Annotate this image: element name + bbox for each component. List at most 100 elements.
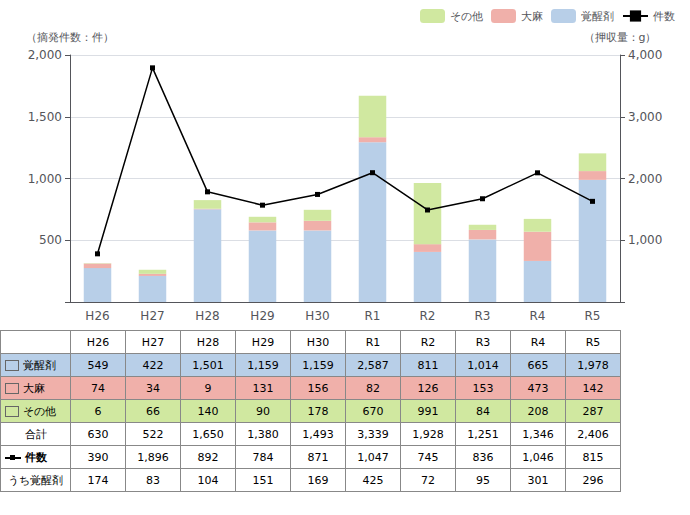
svg-text:R5: R5 — [585, 309, 601, 323]
html-text:296: 296 — [582, 473, 604, 487]
html-text:815: 815 — [582, 450, 604, 464]
html-text:72: 72 — [421, 473, 435, 487]
html-text:153: 153 — [472, 381, 494, 395]
svg-text:大麻: 大麻 — [521, 10, 543, 23]
html-text:82: 82 — [366, 381, 380, 395]
svg-text:R2: R2 — [420, 309, 436, 323]
svg-text:H30: H30 — [305, 309, 329, 323]
html-text:うち覚醒剤: うち覚醒剤 — [8, 473, 63, 487]
html-text:6: 6 — [94, 404, 102, 418]
html-text:1,159: 1,159 — [302, 358, 334, 372]
html-text:208: 208 — [527, 404, 549, 418]
html-text:425: 425 — [362, 473, 384, 487]
html-text:R3: R3 — [475, 335, 491, 349]
html-text:1,380: 1,380 — [247, 427, 279, 441]
html-text:745: 745 — [417, 450, 439, 464]
html-text:422: 422 — [142, 358, 164, 372]
html-text:合計: 合計 — [24, 427, 47, 441]
html-text:1,928: 1,928 — [412, 427, 444, 441]
html-text:74: 74 — [91, 381, 105, 395]
html-text:34: 34 — [146, 381, 160, 395]
svg-text:500: 500 — [39, 233, 62, 247]
html-text:大麻: 大麻 — [23, 381, 45, 395]
html-text:1,159: 1,159 — [247, 358, 279, 372]
svg-text:H27: H27 — [140, 309, 164, 323]
html-text:1,493: 1,493 — [302, 427, 334, 441]
svg-text:件数: 件数 — [653, 10, 675, 23]
html-text:2,587: 2,587 — [357, 358, 389, 372]
html-text:H30: H30 — [306, 335, 330, 349]
html-text:95: 95 — [476, 473, 490, 487]
html-text:156: 156 — [307, 381, 329, 395]
html-text:301: 301 — [527, 473, 549, 487]
html-text:169: 169 — [307, 473, 329, 487]
svg-text:4,000: 4,000 — [628, 48, 662, 62]
html-text:126: 126 — [417, 381, 439, 395]
html-text:90: 90 — [256, 404, 270, 418]
html-text:H26: H26 — [86, 335, 110, 349]
html-text:R1: R1 — [365, 335, 381, 349]
html-text:549: 549 — [87, 358, 109, 372]
html-text:2,406: 2,406 — [577, 427, 609, 441]
svg-text:2,000: 2,000 — [628, 172, 662, 186]
svg-text:1,500: 1,500 — [28, 110, 62, 124]
html-text:104: 104 — [197, 473, 219, 487]
html-text:670: 670 — [362, 404, 384, 418]
html-text:784: 784 — [252, 450, 274, 464]
svg-text:H28: H28 — [195, 309, 219, 323]
html-text:473: 473 — [527, 381, 549, 395]
svg-text:（摘発件数：件）: （摘発件数：件） — [26, 31, 114, 44]
svg-text:（押収量：g）: （押収量：g） — [584, 31, 657, 44]
html-text:66: 66 — [146, 404, 160, 418]
html-text:84: 84 — [476, 404, 490, 418]
svg-text:2,000: 2,000 — [28, 48, 62, 62]
html-text:140: 140 — [197, 404, 219, 418]
html-text:H29: H29 — [251, 335, 275, 349]
html-text:1,014: 1,014 — [467, 358, 499, 372]
svg-text:R1: R1 — [365, 309, 381, 323]
svg-text:1,000: 1,000 — [628, 233, 662, 247]
svg-text:覚醒剤: 覚醒剤 — [581, 10, 614, 23]
svg-text:H29: H29 — [250, 309, 274, 323]
html-text:630: 630 — [87, 427, 109, 441]
html-text:287: 287 — [582, 404, 604, 418]
html-text:1,501: 1,501 — [192, 358, 224, 372]
html-text:1,047: 1,047 — [357, 450, 389, 464]
html-text:178: 178 — [307, 404, 329, 418]
html-text:R2: R2 — [420, 335, 436, 349]
svg-text:R3: R3 — [475, 309, 491, 323]
html-text:390: 390 — [87, 450, 109, 464]
html-text:1,650: 1,650 — [192, 427, 224, 441]
html-text:R5: R5 — [585, 335, 601, 349]
html-text:83: 83 — [146, 473, 160, 487]
svg-text:H26: H26 — [85, 309, 109, 323]
html-text:H27: H27 — [141, 335, 165, 349]
html-text:892: 892 — [197, 450, 219, 464]
svg-text:R4: R4 — [530, 309, 546, 323]
html-text:871: 871 — [307, 450, 329, 464]
html-text:1,978: 1,978 — [577, 358, 609, 372]
html-text:3,339: 3,339 — [357, 427, 389, 441]
svg-text:その他: その他 — [450, 10, 483, 23]
html-text:991: 991 — [417, 404, 439, 418]
html-text:H28: H28 — [196, 335, 220, 349]
html-text:131: 131 — [252, 381, 274, 395]
html-text:その他: その他 — [23, 404, 56, 418]
html-text:覚醒剤: 覚醒剤 — [23, 358, 56, 372]
html-text:836: 836 — [472, 450, 494, 464]
html-text:件数: 件数 — [25, 450, 47, 464]
html-text:9: 9 — [204, 381, 212, 395]
html-text:1,046: 1,046 — [522, 450, 554, 464]
html-text:151: 151 — [252, 473, 274, 487]
html-text:1,896: 1,896 — [137, 450, 169, 464]
html-text:R4: R4 — [530, 335, 546, 349]
html-text:142: 142 — [582, 381, 604, 395]
html-text:1,251: 1,251 — [467, 427, 499, 441]
html-text:522: 522 — [142, 427, 164, 441]
html-text:174: 174 — [87, 473, 109, 487]
html-text:665: 665 — [527, 358, 549, 372]
html-text:1,346: 1,346 — [522, 427, 554, 441]
svg-text:3,000: 3,000 — [628, 110, 662, 124]
svg-text:1,000: 1,000 — [28, 172, 62, 186]
html-text:811: 811 — [417, 358, 439, 372]
